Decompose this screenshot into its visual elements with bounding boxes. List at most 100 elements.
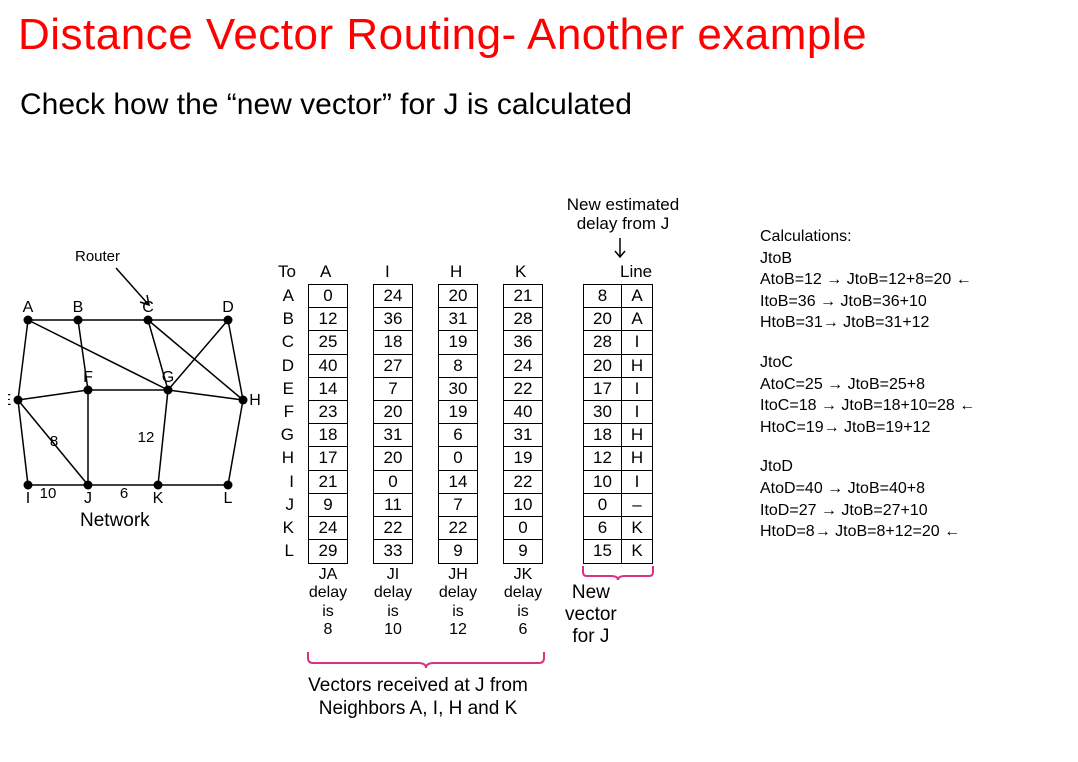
- calc-heading: Calculations:: [760, 226, 975, 248]
- calc-line: HtoC=19→ JtoB=19+12: [760, 417, 975, 439]
- calc-line: AtoD=40 → JtoB=40+8: [760, 478, 975, 500]
- table-cell: 21: [309, 471, 347, 494]
- svg-text:H: H: [249, 392, 261, 409]
- svg-text:K: K: [153, 490, 164, 507]
- svg-text:8: 8: [50, 433, 58, 450]
- data-column: 2436182772031200112233: [373, 284, 413, 564]
- table-cell: 0: [504, 517, 542, 540]
- table-cell: 24: [309, 517, 347, 540]
- result-delay: 20: [584, 355, 622, 378]
- calc-block-title: JtoB: [760, 248, 975, 270]
- row-label: L: [274, 539, 294, 562]
- table-cell: 27: [374, 355, 412, 378]
- table-cell: 0: [309, 285, 347, 308]
- row-label: A: [274, 284, 294, 307]
- row-label: H: [274, 446, 294, 469]
- table-cell: 31: [374, 424, 412, 447]
- calc-line: ItoB=36 → JtoB=36+10: [760, 291, 975, 313]
- result-row: 18H: [584, 424, 652, 447]
- result-delay: 6: [584, 517, 622, 540]
- result-line: –: [622, 494, 652, 517]
- table-cell: 36: [374, 308, 412, 331]
- table-cell: 19: [439, 401, 477, 424]
- column-header: A: [320, 262, 331, 282]
- arrow-down-icon: [610, 238, 630, 262]
- router-arrow-icon: [108, 264, 158, 310]
- table-cell: 9: [504, 540, 542, 563]
- svg-text:B: B: [73, 299, 84, 316]
- table-cell: 18: [374, 331, 412, 354]
- result-line: H: [622, 424, 652, 447]
- result-line: I: [622, 471, 652, 494]
- result-delay: 10: [584, 471, 622, 494]
- calc-line: HtoD=8→ JtoB=8+12=20 ←: [760, 521, 975, 543]
- table-cell: 24: [504, 355, 542, 378]
- table-cell: 0: [439, 447, 477, 470]
- result-line: I: [622, 331, 652, 354]
- table-cell: 7: [374, 378, 412, 401]
- svg-text:E: E: [8, 392, 11, 409]
- table-cell: 10: [504, 494, 542, 517]
- result-row: 0–: [584, 494, 652, 517]
- column-header: I: [385, 262, 390, 282]
- result-delay: 20: [584, 308, 622, 331]
- calc-block: JtoDAtoD=40 → JtoB=40+8ItoD=27 → JtoB=27…: [760, 456, 975, 542]
- result-row: 15K: [584, 540, 652, 563]
- table-cell: 9: [309, 494, 347, 517]
- table-cell: 30: [439, 378, 477, 401]
- result-delay: 12: [584, 447, 622, 470]
- svg-text:G: G: [162, 369, 174, 386]
- result-row: 20H: [584, 355, 652, 378]
- bracket-result: [581, 564, 655, 580]
- table-cell: 22: [504, 471, 542, 494]
- result-delay: 0: [584, 494, 622, 517]
- result-line: H: [622, 447, 652, 470]
- delay-footer: JAdelayis8: [304, 566, 352, 640]
- data-column: 0122540142318172192429: [308, 284, 348, 564]
- new-estimated-label: New estimateddelay from J: [558, 196, 688, 233]
- result-row: 6K: [584, 517, 652, 540]
- result-line: A: [622, 308, 652, 331]
- table-cell: 8: [439, 355, 477, 378]
- svg-text:6: 6: [120, 485, 128, 502]
- table-cell: 22: [374, 517, 412, 540]
- table-cell: 19: [439, 331, 477, 354]
- calc-block: JtoBAtoB=12 → JtoB=12+8=20 ←ItoB=36 → Jt…: [760, 248, 975, 334]
- calc-line: AtoB=12 → JtoB=12+8=20 ←: [760, 269, 975, 291]
- table-cell: 20: [439, 285, 477, 308]
- table-cell: 0: [374, 471, 412, 494]
- result-row: 17I: [584, 378, 652, 401]
- table-cell: 14: [309, 378, 347, 401]
- result-delay: 28: [584, 331, 622, 354]
- result-line: A: [622, 285, 652, 308]
- result-delay: 17: [584, 378, 622, 401]
- result-delay: 8: [584, 285, 622, 308]
- table-cell: 28: [504, 308, 542, 331]
- delay-footer: JHdelayis12: [434, 566, 482, 640]
- table-cell: 7: [439, 494, 477, 517]
- svg-text:10: 10: [40, 485, 57, 502]
- table-cell: 31: [439, 308, 477, 331]
- new-vector-label: New vectorfor J: [565, 582, 617, 648]
- table-cell: 31: [504, 424, 542, 447]
- table-cell: 11: [374, 494, 412, 517]
- result-line: K: [622, 517, 652, 540]
- calc-line: AtoC=25 → JtoB=25+8: [760, 374, 975, 396]
- svg-text:12: 12: [138, 429, 155, 446]
- table-cell: 40: [309, 355, 347, 378]
- delay-footer: JKdelayis6: [499, 566, 547, 640]
- result-row: 12H: [584, 447, 652, 470]
- result-row: 28I: [584, 331, 652, 354]
- table-cell: 18: [309, 424, 347, 447]
- row-label: B: [274, 307, 294, 330]
- svg-text:J: J: [84, 490, 92, 507]
- svg-text:A: A: [23, 299, 34, 316]
- result-row: 20A: [584, 308, 652, 331]
- table-cell: 17: [309, 447, 347, 470]
- table-cell: 20: [374, 447, 412, 470]
- result-column: 8A20A28I20H17I30I18H12H10I0–6K15K: [583, 284, 653, 564]
- table-cell: 33: [374, 540, 412, 563]
- network-caption: Network: [80, 510, 150, 532]
- result-delay: 15: [584, 540, 622, 563]
- calc-block: JtoCAtoC=25 → JtoB=25+8ItoC=18 → JtoB=18…: [760, 352, 975, 438]
